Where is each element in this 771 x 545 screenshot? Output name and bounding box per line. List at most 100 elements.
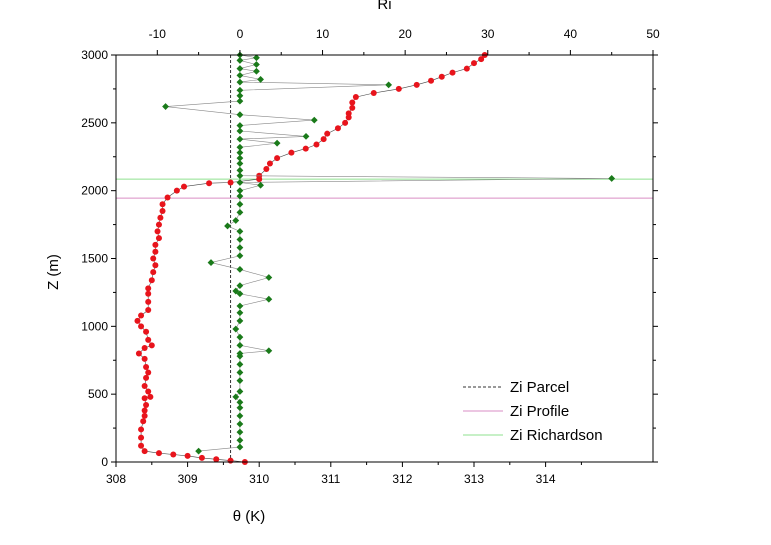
series-1-point-15 <box>265 347 273 355</box>
series-0-point-66 <box>349 104 356 111</box>
series-0-point-49 <box>181 183 188 190</box>
series-0-point-11 <box>140 418 147 425</box>
series-1-point-44 <box>236 160 244 167</box>
series-0-point-31 <box>145 307 152 314</box>
series-0-point-22 <box>141 355 148 362</box>
series-0-point-75 <box>463 65 470 72</box>
series-0-point-63 <box>342 119 349 126</box>
series-0-point-71 <box>413 81 420 88</box>
bottom-tick-label-3: 311 <box>321 472 340 486</box>
x-axis-label: θ (K) <box>233 508 266 525</box>
series-1-point-1 <box>236 443 244 451</box>
series-0-point-27 <box>143 328 150 335</box>
series-1-point-59 <box>385 81 393 89</box>
series-1-point-66 <box>236 57 244 64</box>
series-1-point-10 <box>236 377 244 384</box>
series-1-point-39 <box>257 181 264 189</box>
legend-label-2: Zi Richardson <box>510 427 603 444</box>
series-0-point-45 <box>159 208 166 215</box>
series-1-point-51 <box>236 127 244 135</box>
series-1-point-11 <box>236 369 244 376</box>
series-0-point-72 <box>428 77 435 84</box>
series-1-point-35 <box>236 208 244 216</box>
series-0-point-26 <box>145 336 152 343</box>
series-1-point-18 <box>232 325 240 333</box>
series-0-point-55 <box>266 160 273 167</box>
series-1-point-42 <box>236 172 244 180</box>
series-1-point-61 <box>257 76 264 83</box>
series-0-point-10 <box>138 426 145 433</box>
series-1-point-56 <box>236 97 244 105</box>
series-0-point-17 <box>145 388 152 395</box>
left-tick-label-0: 0 <box>101 455 108 469</box>
series-1-point-0 <box>195 447 203 455</box>
series-1-point-8 <box>232 393 240 401</box>
series-1-point-16 <box>236 341 244 349</box>
series-1-point-64 <box>236 65 244 72</box>
series-1-point-55 <box>162 103 169 110</box>
series-1-point-38 <box>236 187 244 195</box>
series-1-point-52 <box>236 122 244 129</box>
series-0-point-5 <box>170 451 177 458</box>
series-0-point-9 <box>138 434 145 441</box>
series-1-point-24 <box>232 287 240 295</box>
series-1-point-22 <box>265 295 273 303</box>
series-0-point-36 <box>150 269 157 276</box>
y-axis-label: Z (m) <box>45 254 62 290</box>
series-0-point-3 <box>198 454 205 461</box>
series-0-point-65 <box>345 110 352 117</box>
series-1-point-67 <box>253 54 260 62</box>
series-1-point-48 <box>273 139 281 147</box>
series-0-point-46 <box>159 201 166 208</box>
series-0-point-76 <box>471 60 477 67</box>
series-0-point-28 <box>138 323 145 330</box>
series-0-point-77 <box>478 56 485 63</box>
bottom-tick-label-1: 309 <box>178 472 198 486</box>
series-1-point-6 <box>236 404 244 412</box>
series-1-point-29 <box>236 252 244 260</box>
series-1-point-9 <box>236 388 244 395</box>
series-0-point-69 <box>370 89 377 96</box>
series-0-point-61 <box>324 130 331 137</box>
series-1-point-46 <box>236 149 244 157</box>
series-0-point-25 <box>148 342 155 349</box>
series-0-point-50 <box>206 180 213 187</box>
bottom-tick-label-0: 308 <box>106 472 126 486</box>
series-1-point-31 <box>236 236 244 243</box>
series-0-point-12 <box>141 412 148 419</box>
series-0-point-35 <box>148 277 155 284</box>
left-tick-label-1: 500 <box>88 387 108 401</box>
series-0-point-40 <box>152 241 159 248</box>
bottom-tick-label-6: 314 <box>536 472 556 486</box>
series-0-point-16 <box>147 393 154 400</box>
top-tick-label-6: 50 <box>646 27 660 41</box>
series-1-point-50 <box>302 133 310 140</box>
series-0-point-70 <box>395 85 402 92</box>
series-1-point-12 <box>236 360 244 368</box>
top-tick-label-0: -10 <box>149 27 167 41</box>
bottom-tick-label-5: 313 <box>464 472 484 486</box>
series-0-point-7 <box>141 448 148 455</box>
series-0-point-68 <box>352 94 359 101</box>
left-tick-label-5: 2500 <box>81 116 108 130</box>
series-1-point-36 <box>236 200 244 208</box>
left-tick-label-3: 1500 <box>81 252 108 266</box>
series-1-point-54 <box>236 111 244 119</box>
series-1-point-63 <box>253 67 260 75</box>
series-1-point-49 <box>236 135 244 143</box>
series-0-point-41 <box>155 235 162 242</box>
series-0-point-59 <box>313 141 320 148</box>
series-0-point-58 <box>302 145 309 152</box>
top-tick-label-2: 10 <box>316 27 330 41</box>
series-0-point-21 <box>143 364 150 371</box>
left-tick-label-2: 1000 <box>81 319 108 333</box>
series-0-point-34 <box>145 285 152 292</box>
series-0-point-37 <box>152 262 159 269</box>
series-1-point-5 <box>236 412 244 420</box>
series-1-point-60 <box>236 78 244 86</box>
series-1-point-62 <box>236 71 244 79</box>
series-1-point-26 <box>265 274 273 281</box>
series-1-point-20 <box>236 309 244 317</box>
